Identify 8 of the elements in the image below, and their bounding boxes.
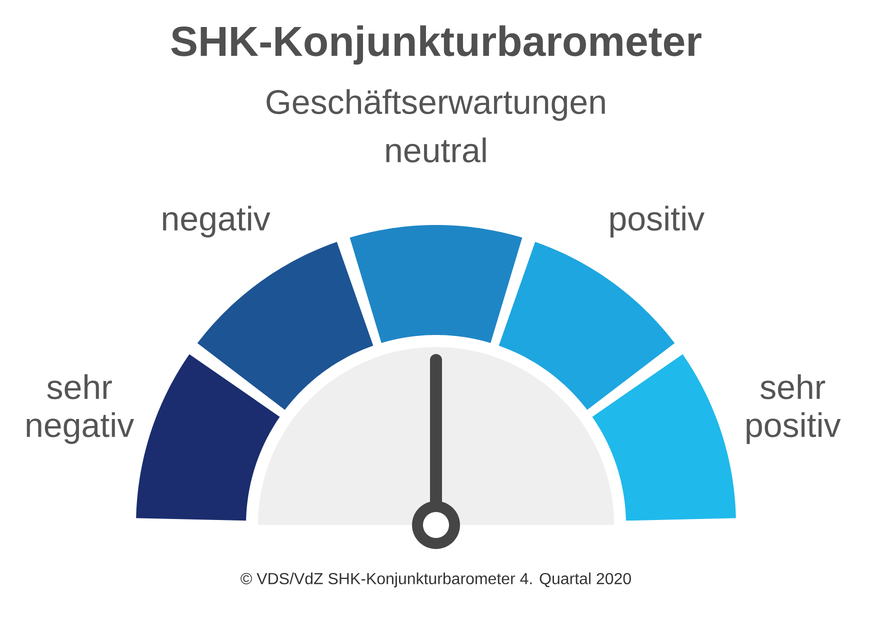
chart-title: SHK-Konjunkturbarometer: [171, 25, 702, 65]
slice-label: negativ: [163, 206, 270, 238]
text: © VDS/VdZ SHK-Konjunkturbarometer 4. Quartal 2020: [240, 572, 631, 588]
chart-subtitle: Geschäftserwartungen: [266, 89, 605, 121]
slice-label: neutral: [386, 138, 486, 162]
slice-label: positiv: [610, 206, 704, 238]
slice-label: sehr positiv: [746, 374, 841, 444]
slice-label: sehr negativ: [26, 374, 134, 444]
